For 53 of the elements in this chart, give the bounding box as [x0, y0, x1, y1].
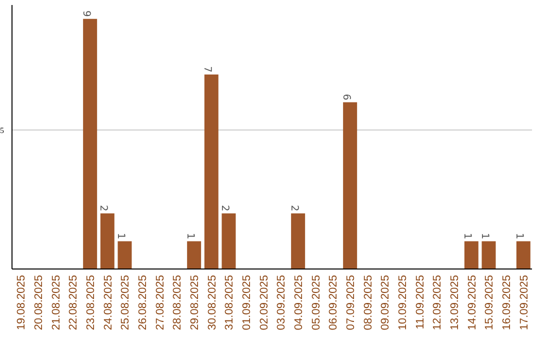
- x-tick-label: 27.08.2025: [154, 275, 166, 330]
- x-tick-label: 13.09.2025: [449, 275, 461, 330]
- x-tick-label: 08.09.2025: [362, 275, 374, 330]
- bar: [83, 18, 98, 269]
- x-tick-label: 14.09.2025: [466, 275, 478, 330]
- x-tick-label: 31.08.2025: [224, 275, 236, 330]
- data-label: 2: [288, 205, 300, 212]
- x-tick-label: 09.09.2025: [380, 275, 392, 330]
- data-label: 9: [80, 10, 92, 17]
- y-tick-label: 5: [0, 126, 4, 135]
- x-tick-label: 20.08.2025: [33, 275, 45, 330]
- x-tick-label: 07.09.2025: [345, 275, 357, 330]
- x-tick-label: 01.09.2025: [241, 275, 253, 330]
- bar: [187, 241, 202, 269]
- x-tick-label: 19.08.2025: [16, 275, 28, 330]
- data-label: 1: [479, 232, 490, 240]
- data-label: 1: [184, 232, 196, 240]
- data-label: 1: [462, 232, 473, 240]
- x-tick-label: 02.09.2025: [258, 275, 270, 330]
- bar: [464, 241, 478, 269]
- x-tick-label: 23.08.2025: [85, 275, 97, 330]
- x-tick-label: 03.09.2025: [276, 275, 288, 330]
- bar: [482, 241, 496, 269]
- x-tick-label: 11.09.2025: [414, 275, 426, 330]
- data-label: 2: [98, 205, 109, 212]
- x-tick-label: 22.08.2025: [68, 275, 80, 330]
- x-tick-label: 26.08.2025: [137, 275, 149, 330]
- bar: [516, 241, 530, 269]
- data-label: 1: [115, 232, 126, 240]
- x-tick-label: 29.08.2025: [189, 275, 201, 330]
- data-label: 6: [340, 94, 352, 100]
- x-tick-label: 21.08.2025: [50, 275, 62, 330]
- x-tick-label: 05.09.2025: [310, 275, 322, 330]
- bar: [291, 213, 306, 269]
- x-tick-label: 12.09.2025: [432, 275, 444, 330]
- x-tick-label: 04.09.2025: [293, 275, 305, 330]
- data-label: 2: [219, 205, 230, 212]
- x-tick-label: 30.08.2025: [206, 275, 218, 330]
- x-tick-label: 10.09.2025: [397, 275, 409, 330]
- bar: [118, 241, 132, 269]
- x-tick-label: 15.09.2025: [484, 275, 496, 330]
- x-tick-label: 25.08.2025: [120, 275, 132, 330]
- bar: [204, 74, 218, 269]
- x-tick-label: 28.08.2025: [172, 275, 184, 330]
- bar: [222, 213, 236, 269]
- data-label: 7: [202, 66, 213, 72]
- x-tick-label: 06.09.2025: [328, 275, 340, 330]
- x-tick-label: 16.09.2025: [501, 275, 513, 330]
- bar: [343, 102, 358, 269]
- bar: [100, 213, 114, 269]
- x-tick-label: 17.09.2025: [518, 275, 530, 330]
- x-tick-label: 24.08.2025: [102, 275, 114, 330]
- data-label: 1: [514, 232, 525, 240]
